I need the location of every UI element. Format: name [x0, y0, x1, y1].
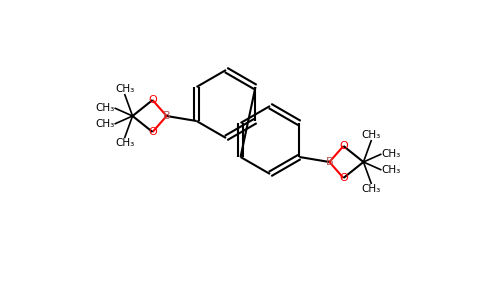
- Text: CH₃: CH₃: [381, 165, 401, 175]
- Text: B: B: [163, 111, 170, 121]
- Text: CH₃: CH₃: [95, 103, 115, 113]
- Text: CH₃: CH₃: [362, 130, 381, 140]
- Text: CH₃: CH₃: [115, 138, 134, 148]
- Text: O: O: [148, 95, 157, 105]
- Text: CH₃: CH₃: [95, 119, 115, 129]
- Text: O: O: [148, 127, 157, 137]
- Text: B: B: [326, 157, 333, 167]
- Text: CH₃: CH₃: [362, 184, 381, 194]
- Text: CH₃: CH₃: [115, 84, 134, 94]
- Text: O: O: [339, 141, 348, 151]
- Text: CH₃: CH₃: [381, 149, 401, 159]
- Text: O: O: [339, 173, 348, 183]
